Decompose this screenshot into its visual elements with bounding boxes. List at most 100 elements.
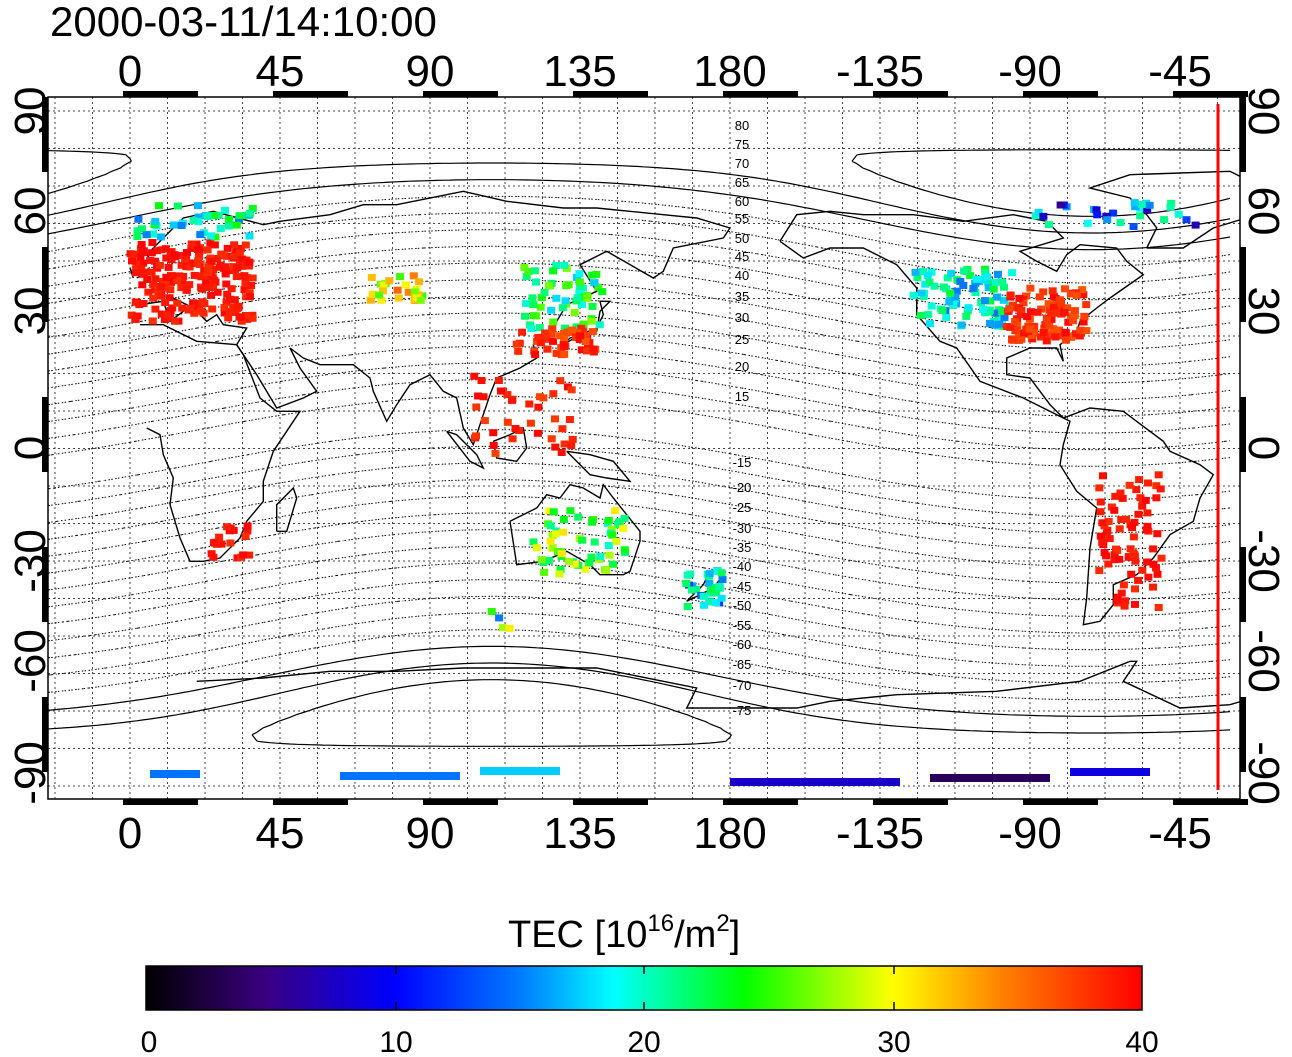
tec-patch [1019, 299, 1028, 307]
tec-patch [163, 311, 172, 319]
tec-patch [1031, 212, 1040, 220]
tec-patch [1153, 570, 1162, 578]
frame-bar-top [123, 91, 198, 97]
tec-patch [207, 232, 215, 240]
tec-patch [173, 202, 182, 210]
colorbar-tick-label: 30 [877, 1026, 910, 1057]
frame-bar-right [1240, 547, 1246, 622]
contour-label: 75 [735, 137, 749, 152]
tec-patch [226, 539, 235, 547]
tec-patch [529, 312, 538, 320]
tec-patch [551, 443, 560, 451]
contour-label: 20 [735, 359, 749, 374]
tec-patch [592, 270, 601, 278]
tec-patch [560, 440, 569, 448]
tec-patch [238, 255, 247, 263]
tec-patch [127, 311, 136, 319]
tec-patch [139, 259, 148, 267]
tec-patch [549, 390, 558, 398]
tec-patch [1149, 583, 1157, 591]
tec-patch [575, 270, 584, 278]
tec-patch [143, 276, 152, 283]
tec-patch [1134, 576, 1143, 584]
tec-patch [981, 265, 989, 273]
frame-bar-left [42, 247, 48, 322]
tec-patch [604, 516, 613, 524]
tec-patch [173, 299, 182, 307]
tec-patch [718, 576, 727, 583]
frame-bar-bottom [423, 799, 498, 805]
tec-patch [412, 294, 421, 302]
tec-patch [1049, 292, 1058, 300]
tec-patch [243, 522, 252, 530]
tec-patch [241, 241, 250, 249]
tec-patch [208, 305, 217, 313]
contour-label: 50 [735, 231, 749, 246]
tec-patch [1125, 481, 1134, 489]
contour-label: 25 [735, 332, 749, 347]
tec-patch [239, 551, 248, 559]
tec-patch [190, 309, 199, 317]
tec-patch [245, 232, 254, 240]
contour-line [48, 379, 1231, 451]
tec-patch [183, 249, 191, 256]
frame-bar-top [573, 91, 648, 97]
tec-patch [139, 300, 148, 307]
tec-patch [682, 580, 691, 587]
tec-patch [151, 217, 160, 225]
tec-patch [1131, 600, 1139, 608]
tec-patch [472, 403, 481, 411]
tec-patch [1135, 476, 1144, 484]
tec-patch [551, 415, 559, 423]
tec-patch [583, 347, 591, 355]
tec-patch [241, 279, 250, 287]
tec-patch [585, 559, 594, 567]
contour-line [48, 445, 1231, 517]
tec-patch [565, 416, 574, 423]
tec-patch [495, 614, 504, 622]
tec-patch [393, 286, 402, 294]
tec-patch [1099, 472, 1107, 480]
tec-polar-strip [480, 767, 560, 775]
tec-patch [1118, 494, 1127, 502]
tec-patch [990, 321, 999, 329]
tec-patch [1083, 219, 1092, 227]
tec-patch [1103, 526, 1112, 534]
tec-patch [602, 567, 611, 574]
tec-patch [923, 272, 932, 280]
tec-patch [151, 305, 160, 313]
tec-patch [235, 212, 244, 220]
tec-patch [136, 253, 145, 261]
tec-patch [192, 299, 201, 307]
tec-patch [497, 387, 505, 395]
contour-line [48, 495, 1231, 567]
tec-patch [129, 250, 138, 258]
top-lon-tick: -45 [1148, 47, 1212, 96]
tec-patch [549, 318, 558, 326]
frame-bar-top [723, 91, 798, 97]
tec-patch [210, 276, 219, 284]
tec-patch [1109, 209, 1118, 217]
tec-patch [1104, 560, 1113, 568]
tec-patch [508, 435, 517, 443]
tec-patch [489, 429, 498, 437]
tec-patch [552, 349, 561, 357]
tec-patch [540, 568, 549, 576]
tec-patch [556, 565, 565, 573]
tec-patch [986, 297, 995, 305]
tec-patch [190, 271, 199, 279]
tec-patch [1036, 333, 1045, 341]
contour-line [48, 645, 1231, 717]
tec-patch [209, 539, 218, 547]
tec-patch [223, 290, 232, 298]
coastline [509, 483, 641, 576]
tec-patch [508, 396, 516, 404]
top-lon-tick: -90 [998, 47, 1062, 96]
tec-patch [952, 287, 961, 295]
tec-patch [909, 291, 918, 299]
tec-patch [1136, 204, 1145, 212]
tec-patch [532, 544, 541, 552]
tec-patch [182, 285, 191, 293]
colorbar: TEC [1016/m2] 0 10 20 30 40 [141, 910, 1159, 1057]
tec-patch [220, 252, 229, 260]
